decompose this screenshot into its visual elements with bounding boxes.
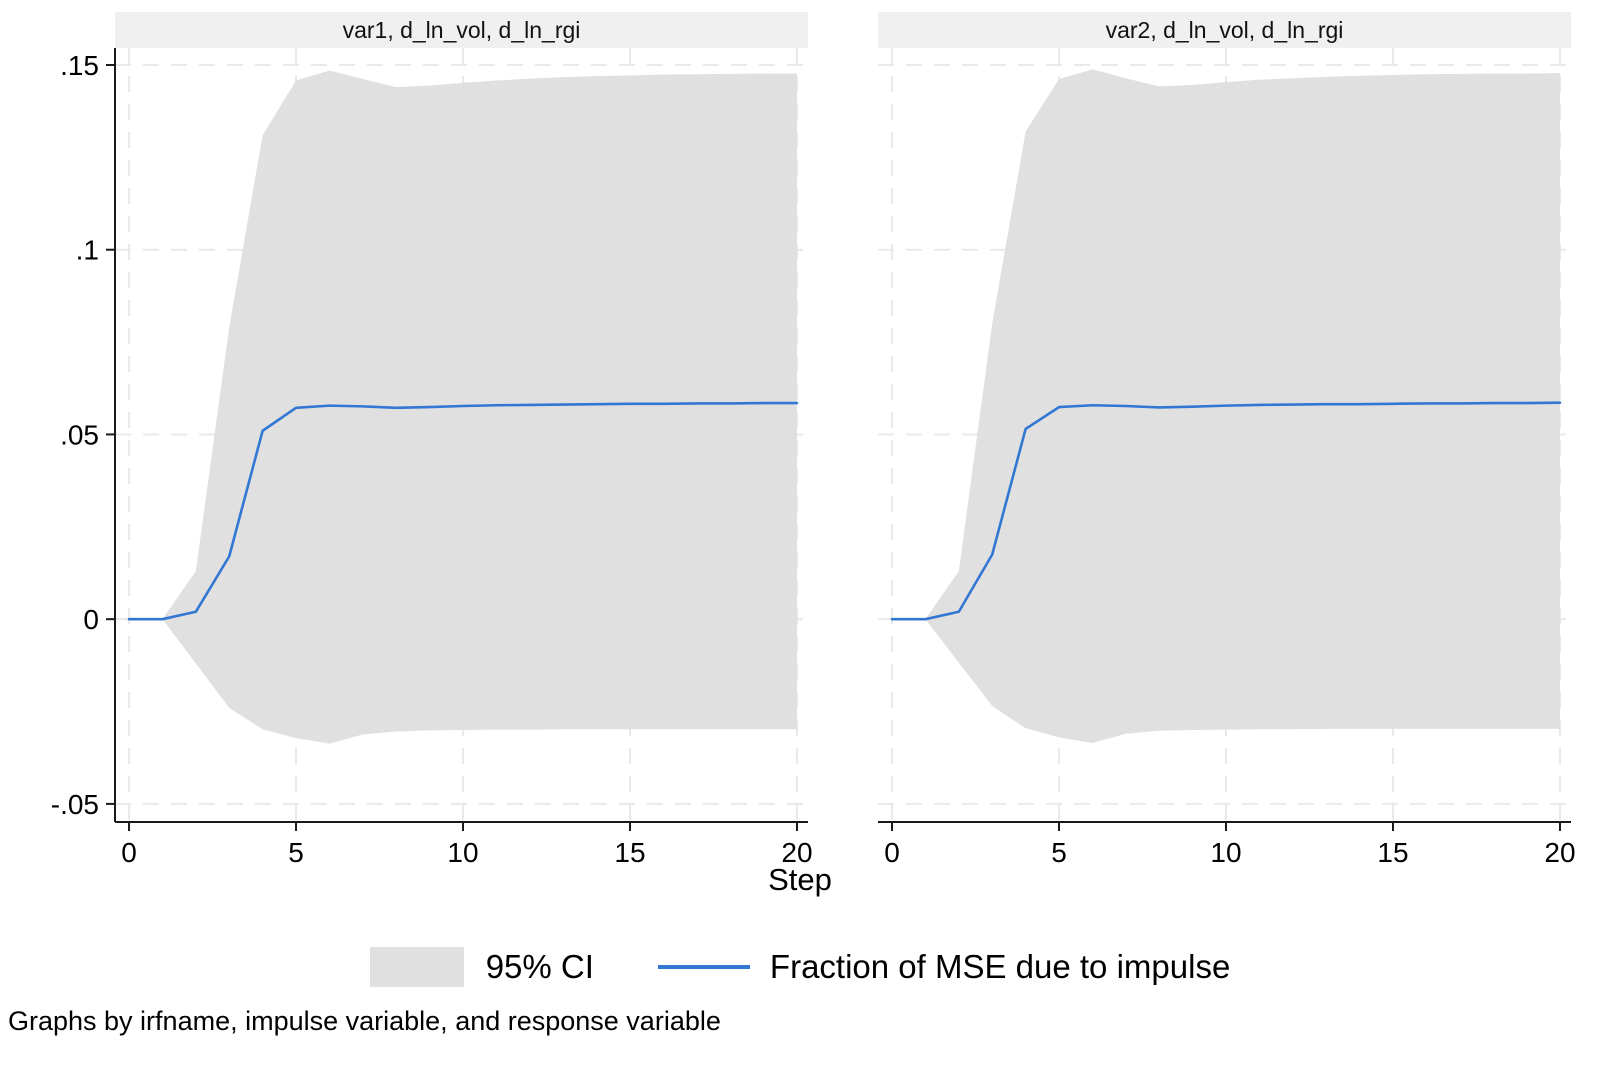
svg-text:.05: .05 (60, 419, 99, 450)
svg-text:10: 10 (447, 837, 478, 868)
svg-text:20: 20 (1544, 837, 1575, 868)
legend: 95% CI Fraction of MSE due to impulse (0, 938, 1600, 996)
panel-var2: var2, d_ln_vol, d_ln_rgi 0 5 10 15 20 (878, 12, 1576, 868)
svg-text:-.05: -.05 (51, 789, 99, 820)
svg-text:20: 20 (781, 837, 812, 868)
svg-text:10: 10 (1210, 837, 1241, 868)
ci-band-label: 95% CI (485, 948, 594, 985)
svg-text:15: 15 (614, 837, 645, 868)
svg-text:5: 5 (288, 837, 304, 868)
x-axis-title: Step (768, 862, 832, 897)
mse-line-swatch (657, 965, 750, 969)
svg-text:0: 0 (121, 837, 137, 868)
panel-var1: var1, d_ln_vol, d_ln_rgi 0 5 10 15 20 .15 .1 .0… (51, 12, 813, 868)
svg-text:5: 5 (1051, 837, 1067, 868)
svg-text:0: 0 (884, 837, 900, 868)
panel-title-var1: var1, d_ln_vol, d_ln_rgi (115, 12, 808, 48)
mse-line-label: Fraction of MSE due to impulse (769, 948, 1231, 985)
ci-band-swatch (369, 947, 464, 987)
svg-text:.15: .15 (60, 50, 99, 81)
panel-title-var2: var2, d_ln_vol, d_ln_rgi (878, 12, 1571, 48)
plot-var1: 0 5 10 15 20 .15 .1 .05 0 -.05 (51, 48, 813, 868)
graphs-by-note: Graphs by irfname, impulse variable, and… (8, 1006, 721, 1036)
svg-text:15: 15 (1377, 837, 1408, 868)
svg-text:.1: .1 (76, 235, 99, 266)
plot-var2: 0 5 10 15 20 (878, 48, 1576, 868)
svg-text:0: 0 (83, 604, 99, 635)
